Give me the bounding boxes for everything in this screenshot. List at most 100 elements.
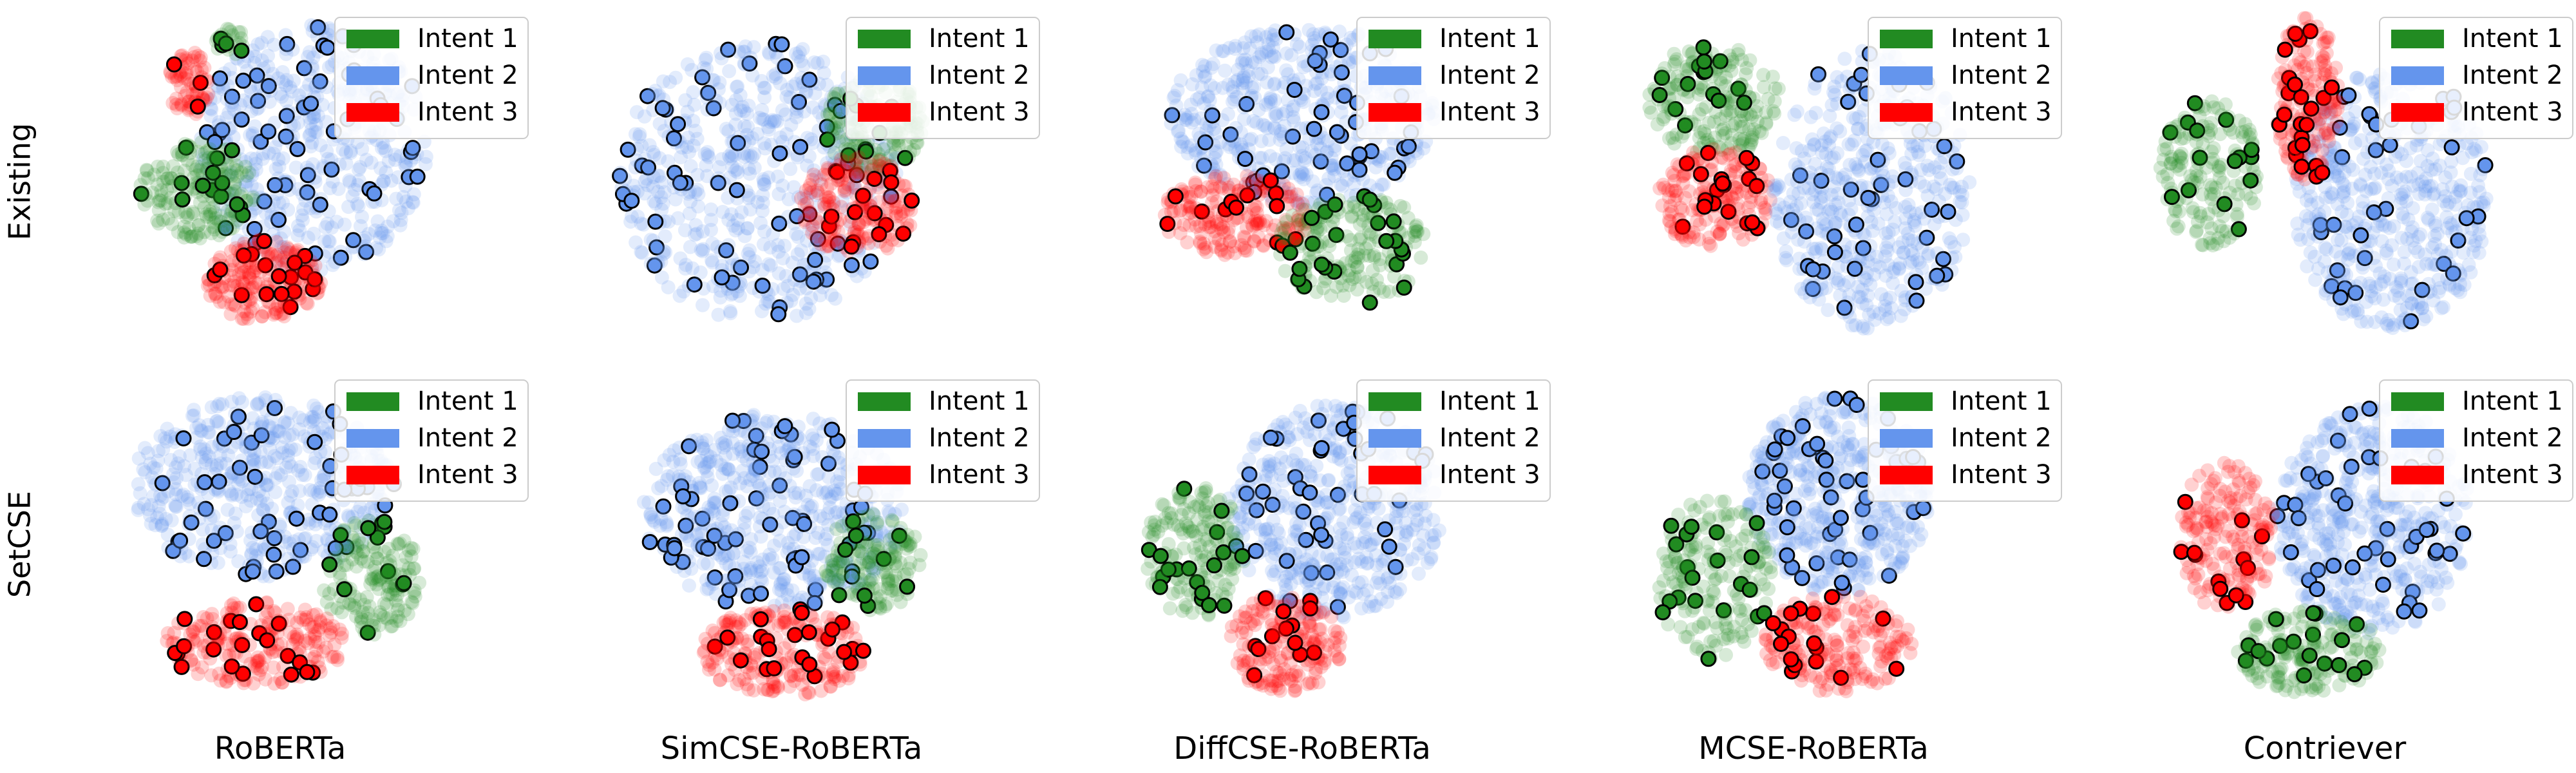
point: [799, 306, 813, 320]
point: [2346, 292, 2361, 307]
point: [2245, 159, 2260, 174]
point: [673, 178, 688, 193]
point: [321, 234, 336, 249]
point: [303, 68, 317, 82]
point: [712, 160, 726, 175]
point: [806, 167, 821, 182]
point: [2308, 272, 2323, 287]
point: [1323, 64, 1338, 79]
point: [623, 193, 640, 209]
point: [2158, 134, 2173, 149]
point: [2456, 151, 2470, 166]
point: [1209, 126, 1224, 140]
point: [632, 127, 647, 142]
point: [2172, 191, 2186, 206]
point: [742, 250, 757, 265]
point: [852, 217, 867, 232]
point: [291, 182, 305, 196]
legend-swatch: [1880, 103, 1933, 122]
point: [700, 148, 715, 163]
point: [287, 267, 302, 282]
legend-label: Intent 2: [417, 61, 518, 90]
point: [2392, 291, 2407, 305]
point: [1361, 294, 1378, 311]
point: [712, 96, 727, 110]
point: [1804, 110, 1818, 124]
point: [1306, 27, 1321, 42]
point: [1189, 68, 1204, 82]
point: [244, 249, 259, 264]
point: [1833, 124, 1848, 138]
point: [2367, 251, 2382, 265]
point: [757, 90, 772, 105]
point: [189, 98, 206, 115]
point: [783, 90, 798, 105]
point: [820, 218, 835, 233]
point: [1269, 198, 1285, 215]
point: [2278, 103, 2293, 118]
point: [230, 278, 245, 293]
legend-swatch: [346, 66, 399, 85]
legend-label: Intent 1: [2462, 24, 2563, 53]
point: [691, 199, 706, 214]
point: [1778, 251, 1793, 265]
point: [234, 166, 249, 180]
point: [1862, 247, 1877, 262]
point: [368, 223, 383, 238]
point: [2424, 178, 2439, 193]
point: [1247, 171, 1262, 186]
point: [319, 115, 334, 129]
point: [2381, 191, 2396, 205]
point: [730, 162, 744, 177]
point: [242, 265, 256, 280]
point: [1876, 153, 1890, 168]
point: [296, 60, 312, 77]
point: [223, 62, 238, 77]
point: [730, 79, 745, 94]
point: [2430, 227, 2445, 241]
point: [1228, 199, 1245, 216]
point: [643, 233, 658, 247]
point: [1322, 31, 1339, 48]
point: [185, 229, 200, 244]
point: [305, 122, 319, 137]
point: [1361, 205, 1376, 220]
row-label: SetCSE: [3, 491, 37, 598]
point: [789, 77, 803, 91]
point: [799, 281, 814, 296]
point: [754, 73, 769, 88]
legend-swatch: [2391, 66, 2444, 85]
point: [305, 62, 320, 76]
point: [1692, 232, 1707, 247]
point: [1894, 283, 1909, 298]
point: [276, 195, 290, 210]
point: [1203, 78, 1218, 93]
scatter-panel: [133, 18, 433, 326]
point: [1343, 243, 1358, 258]
point: [1238, 56, 1253, 71]
point: [1855, 296, 1870, 310]
point: [2244, 191, 2258, 205]
point: [276, 151, 290, 166]
point: [723, 304, 737, 319]
point: [1237, 151, 1253, 167]
point: [399, 194, 413, 209]
point: [1754, 193, 1768, 207]
point: [1278, 263, 1293, 278]
point: [370, 214, 385, 229]
point: [1310, 183, 1325, 198]
point: [2203, 187, 2218, 201]
point: [388, 153, 402, 167]
point: [216, 82, 231, 97]
point: [199, 72, 214, 87]
point: [2320, 30, 2334, 45]
point: [1335, 178, 1350, 193]
point: [1260, 121, 1275, 135]
point: [849, 240, 864, 254]
point: [2195, 119, 2210, 133]
point: [1370, 272, 1385, 287]
point: [307, 226, 321, 241]
point: [2191, 146, 2206, 161]
point: [1680, 153, 1695, 168]
